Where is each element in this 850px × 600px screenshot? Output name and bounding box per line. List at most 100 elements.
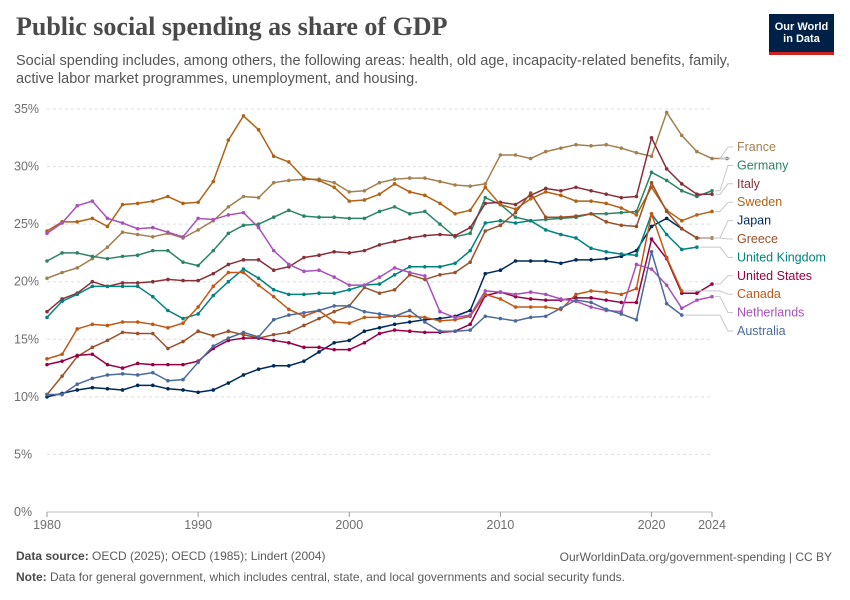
data-point: [105, 386, 110, 391]
data-point: [120, 230, 125, 235]
data-point: [332, 249, 336, 254]
data-point: [166, 248, 170, 253]
legend-label-germany[interactable]: Germany: [737, 158, 789, 172]
data-point: [589, 296, 593, 300]
data-point: [543, 305, 548, 309]
data-point: [120, 388, 125, 392]
data-point: [407, 176, 412, 180]
data-point: [181, 321, 185, 325]
data-point: [528, 218, 533, 223]
y-tick-label: 0%: [14, 505, 32, 519]
data-point: [256, 195, 261, 200]
series-line-united-kingdom[interactable]: [46, 213, 697, 320]
legend-label-netherlands[interactable]: Netherlands: [737, 306, 804, 320]
data-point: [196, 228, 200, 232]
data-point: [377, 315, 382, 320]
data-point: [302, 311, 306, 315]
data-point: [150, 331, 155, 336]
legend-label-greece[interactable]: Greece: [737, 232, 778, 246]
note-label: Note:: [16, 570, 47, 584]
data-point: [589, 300, 593, 305]
data-point: [438, 319, 442, 323]
data-point: [695, 149, 699, 154]
data-point: [574, 258, 578, 262]
data-point: [166, 194, 170, 199]
data-point: [332, 320, 336, 324]
data-point: [407, 320, 412, 324]
data-point: [559, 146, 563, 150]
data-point: [619, 292, 624, 297]
data-point: [649, 249, 654, 254]
y-tick-label: 5%: [14, 447, 32, 461]
data-point: [287, 178, 291, 183]
data-point: [543, 259, 548, 263]
legend-label-japan[interactable]: Japan: [737, 214, 771, 228]
data-point: [710, 156, 714, 161]
data-point: [574, 236, 578, 240]
series-line-greece[interactable]: [46, 181, 712, 396]
data-point: [543, 228, 548, 232]
data-point: [528, 197, 533, 201]
data-point: [332, 215, 336, 220]
data-point: [634, 224, 639, 229]
data-point: [498, 223, 503, 228]
data-point: [589, 211, 593, 216]
data-point: [498, 290, 503, 294]
series-line-netherlands[interactable]: [46, 200, 713, 319]
legend-label-australia[interactable]: Australia: [737, 324, 786, 338]
data-point: [483, 201, 488, 206]
data-point: [392, 328, 397, 332]
data-point: [377, 275, 382, 279]
data-point: [483, 229, 488, 233]
data-point: [619, 223, 624, 228]
data-point: [589, 246, 593, 251]
data-point: [438, 201, 442, 206]
data-point: [574, 292, 578, 297]
data-point: [710, 282, 714, 286]
data-point: [543, 190, 548, 194]
data-point: [407, 264, 412, 269]
data-point: [528, 297, 533, 301]
data-point: [362, 309, 367, 314]
series-line-germany[interactable]: [46, 171, 713, 267]
data-point: [241, 223, 246, 228]
data-point: [362, 216, 367, 221]
data-point: [528, 259, 533, 263]
data-point: [241, 267, 246, 271]
data-point: [105, 284, 110, 289]
data-point: [226, 262, 231, 267]
data-point: [226, 336, 231, 340]
data-point: [528, 305, 533, 309]
data-point: [392, 205, 397, 209]
legend-label-italy[interactable]: Italy: [737, 177, 761, 191]
series-line-france[interactable]: [46, 111, 728, 279]
data-point: [90, 279, 95, 284]
data-point: [423, 233, 427, 238]
data-point: [90, 352, 95, 357]
series-line-japan[interactable]: [46, 217, 698, 398]
legend-label-united-states[interactable]: United States: [737, 269, 812, 283]
data-point: [347, 321, 352, 325]
data-point: [604, 298, 609, 302]
y-tick-label: 30%: [14, 160, 39, 174]
legend-label-united-kingdom[interactable]: United Kingdom: [737, 250, 826, 264]
data-point: [196, 312, 200, 316]
owid-logo[interactable]: Our World in Data: [769, 14, 834, 55]
data-point: [181, 316, 185, 321]
legend-label-canada[interactable]: Canada: [737, 287, 781, 301]
data-point: [287, 363, 291, 368]
data-point: [135, 281, 140, 285]
data-point: [604, 249, 609, 254]
data-point: [120, 202, 125, 207]
legend-label-sweden[interactable]: Sweden: [737, 195, 782, 209]
source-text[interactable]: OECD (2025); OECD (1985); Lindert (2004): [92, 549, 326, 563]
data-point: [347, 216, 352, 221]
data-point: [679, 306, 684, 310]
data-point: [407, 270, 412, 275]
source-url[interactable]: OurWorldinData.org/government-spending |…: [559, 550, 832, 564]
data-point: [423, 264, 427, 269]
legend-label-france[interactable]: France: [737, 140, 776, 154]
data-point: [60, 392, 64, 397]
data-point: [438, 179, 442, 184]
data-point: [271, 363, 276, 368]
